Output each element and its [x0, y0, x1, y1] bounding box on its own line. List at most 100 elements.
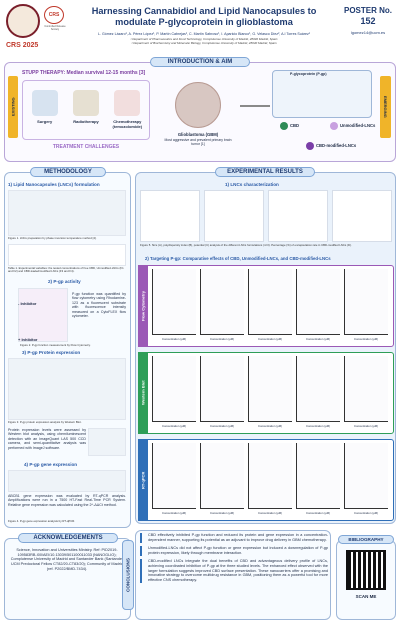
treatment-icon	[114, 90, 141, 116]
event-logo: CRS 2025	[6, 42, 39, 49]
figure-image	[204, 190, 264, 242]
x-axis-label: Concentration (µM)	[162, 511, 186, 515]
x-axis-label: Concentration (µM)	[210, 511, 234, 515]
subsection-title: 1) LNCs characterization	[225, 182, 279, 187]
section-title: ACKNOWLEDGEMENTS	[18, 533, 118, 543]
figure-image	[140, 190, 200, 242]
figure-image	[8, 358, 126, 420]
x-axis-label: Concentration (µM)	[306, 424, 330, 428]
caption: Figure 2. P-gp function measurement by F…	[20, 343, 91, 347]
affiliation: ¹ Department of Pharmaceutics and Food T…	[130, 37, 278, 41]
paragraph: Science, Innovation and Universities Min…	[10, 548, 124, 571]
subsection-title: 2) P-gp activity	[48, 279, 81, 284]
gbm-desc: Most aggressive and prevalent primary br…	[164, 138, 232, 146]
x-axis-label: Concentration (µM)	[258, 424, 282, 428]
x-axis-label: Concentration (µM)	[210, 337, 234, 341]
figure-image	[344, 269, 388, 335]
paragraph: Unmodified-LNCs did not affect P-gp func…	[140, 545, 328, 556]
x-axis-label: Concentration (µM)	[306, 511, 330, 515]
section-title: BIBLIOGRAPHY	[338, 535, 394, 544]
characterization-figures	[140, 190, 392, 242]
subsection-title: 4) P-gp gene expression	[24, 462, 78, 467]
subsection-title: 2) Targeting P-gp: Comparative effects o…	[145, 256, 331, 261]
figure-image	[200, 269, 244, 335]
figure-image	[18, 288, 68, 342]
poster-title: Harnessing Cannabidiol and Lipid Nanocap…	[91, 6, 317, 27]
figure-image	[152, 443, 196, 509]
affiliation: ² Department of Biochemistry and Molecul…	[131, 40, 277, 45]
x-axis-label: Concentration (µM)	[354, 424, 378, 428]
figure-image	[152, 356, 196, 422]
figure-image	[344, 443, 388, 509]
emerging-label: EMERGING	[380, 76, 391, 138]
caption: Figure 1. LNCs preparation by phase inve…	[8, 236, 97, 240]
treatments: Surgery Radiotherapy Chemotherapy (temozol…	[24, 84, 148, 136]
paragraph: CBD-modified LNCs integrate the dual ben…	[140, 558, 328, 584]
figure-image	[268, 190, 328, 242]
table-image	[8, 244, 126, 266]
figure-image	[88, 428, 126, 456]
existing-tag	[8, 76, 18, 138]
email: lgomez14@ucm.es	[350, 30, 386, 35]
agent-label: CBD-modified-LNCs	[316, 143, 357, 148]
figure-image	[152, 269, 196, 335]
caption: Figure 3. P-gp protein expression analys…	[8, 420, 82, 424]
stupp: STUPP THERAPY: Median survival 12-15 mon…	[22, 70, 146, 76]
figure-image	[296, 269, 340, 335]
x-axis-label: Concentration (µM)	[258, 337, 282, 341]
figure-image	[296, 356, 340, 422]
section-title: INTRODUCTION & AIM	[150, 57, 250, 67]
treatment-icon	[72, 90, 99, 116]
figure-image	[248, 443, 292, 509]
x-axis-label: Concentration (µM)	[354, 337, 378, 341]
figure-image	[200, 356, 244, 422]
caption: Table 1. Experimental variables: the tes…	[8, 266, 124, 274]
inhibitor-minus: - Inhibitor	[18, 301, 37, 306]
university-logo	[6, 4, 40, 38]
paragraph: CBD effectively inhibited P-gp function …	[140, 533, 328, 543]
agent-icon	[280, 122, 288, 130]
agent-icon	[330, 122, 338, 130]
x-axis-label: Concentration (µM)	[162, 424, 186, 428]
agent-label: CBD	[290, 123, 300, 128]
authors: L. Gómez Lázaro¹, A. Pérez López¹, P. Ma…	[98, 32, 310, 36]
paragraph: Protein expression levels were assessed …	[8, 428, 86, 450]
x-axis-label: Concentration (µM)	[258, 511, 282, 515]
figure-image	[200, 443, 244, 509]
x-axis-label: Concentration (µM)	[354, 511, 378, 515]
crs-logo: CRS	[44, 6, 64, 24]
qr-code[interactable]	[346, 550, 386, 590]
x-axis-label: Concentration (µM)	[162, 337, 186, 341]
figure-image	[248, 269, 292, 335]
x-axis-label: Concentration (µM)	[210, 424, 234, 428]
subsection-title: 1) Lipid Nanocapsules (LNCs) formulation	[8, 182, 100, 187]
conclusions-list: CBD effectively inhibited P-gp function …	[140, 533, 328, 586]
figure-image	[8, 470, 126, 492]
row-label: Flow Cytometry	[138, 265, 148, 347]
figure-image	[8, 190, 126, 236]
subsection-title: 3) P-gp Protein expression	[22, 350, 81, 355]
paragraph: ABCB1 gene expression was evaluated by R…	[8, 494, 126, 507]
agent-label: Unmodified-LNCs	[340, 123, 376, 128]
treatment-frame	[22, 80, 150, 140]
poster-number: 152	[360, 16, 376, 26]
treatment-label: Radiotherapy	[73, 119, 99, 124]
crs-sub: Controlled Release Society	[44, 25, 66, 31]
agents: CBD Unmodified-LNCs CBD-modified-LNCs	[276, 122, 376, 158]
figure-image	[332, 190, 392, 242]
treatment: Surgery	[27, 84, 63, 136]
section-title: EXPERIMENTAL RESULTS	[215, 167, 315, 177]
poster-label: POSTER No.	[343, 6, 392, 15]
challenges: TREATMENT CHALLENGES	[52, 144, 120, 150]
row-label: RT-qPCR	[138, 439, 148, 521]
pgp: P-glycoprotein (P-gp)	[290, 72, 327, 76]
figure-image	[296, 443, 340, 509]
section-title: CONCLUSIONS	[122, 540, 134, 610]
cell-illustration	[272, 70, 372, 118]
treatment-label: Surgery	[37, 119, 53, 124]
treatment-label: Chemotherapy (temozolomide)	[112, 119, 143, 129]
inhibitor-plus: + Inhibitor	[18, 337, 38, 342]
paragraph: P-gp function was quantified by flow cyt…	[72, 292, 126, 319]
conclusions-box	[135, 530, 331, 620]
